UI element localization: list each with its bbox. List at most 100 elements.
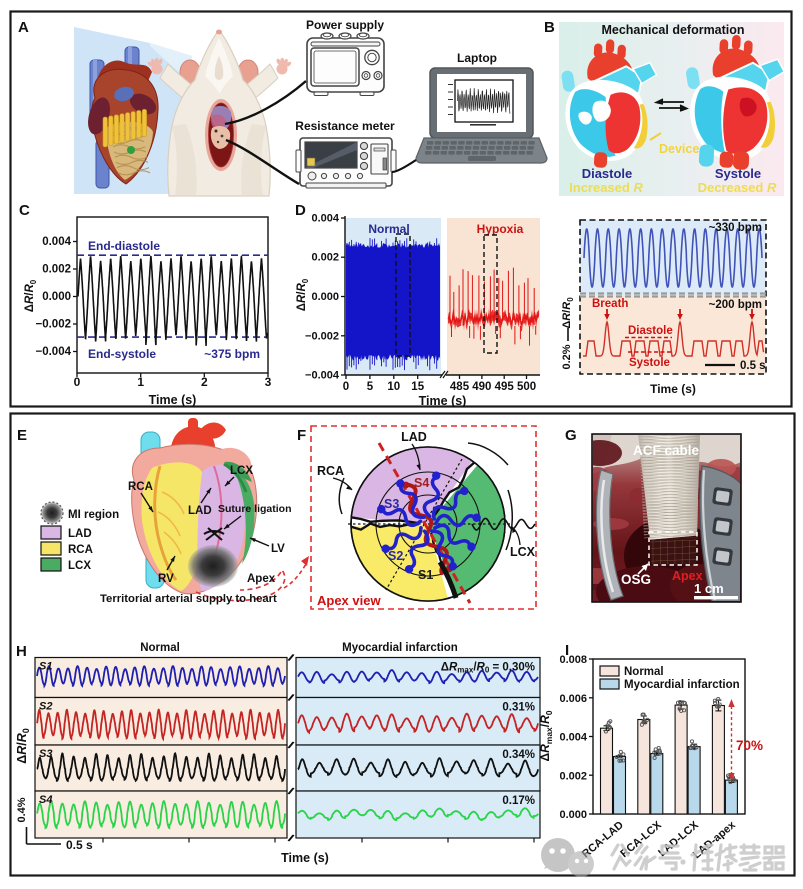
svg-text:0: 0 (74, 375, 81, 389)
svg-text:RCA: RCA (317, 464, 344, 478)
svg-text:Normal: Normal (624, 666, 664, 678)
svg-text:Power supply: Power supply (306, 18, 384, 32)
svg-text:ΔR/R0: ΔR/R0 (24, 279, 38, 312)
svg-text:0.006: 0.006 (559, 693, 587, 705)
svg-text:3: 3 (265, 375, 272, 389)
svg-text:5: 5 (367, 381, 374, 393)
svg-text:0.004: 0.004 (311, 213, 339, 225)
svg-text:Increased R: Increased R (569, 180, 643, 195)
svg-text:G: G (565, 427, 577, 444)
svg-text:ΔR/R0: ΔR/R0 (296, 278, 310, 311)
svg-text:Apex: Apex (672, 569, 703, 583)
svg-text:Apex view: Apex view (317, 593, 381, 608)
svg-text:MI region: MI region (68, 509, 119, 521)
svg-text:Time (s): Time (s) (281, 851, 329, 865)
svg-text:490: 490 (472, 381, 491, 393)
svg-text:0.004: 0.004 (559, 732, 587, 744)
svg-text:495: 495 (495, 381, 515, 393)
svg-text:RV: RV (158, 573, 174, 585)
svg-text:0.002: 0.002 (559, 770, 587, 782)
svg-text:LCX: LCX (230, 465, 253, 477)
svg-text:Systole: Systole (629, 357, 670, 369)
svg-text:0.004: 0.004 (42, 236, 71, 248)
svg-text:Territorial arterial supply to: Territorial arterial supply to heart (100, 593, 277, 605)
svg-text:E: E (17, 427, 27, 444)
svg-text:Mechanical deformation: Mechanical deformation (601, 23, 744, 37)
svg-text:−0.002: −0.002 (36, 319, 72, 331)
svg-text:Time (s): Time (s) (650, 382, 696, 396)
svg-text:Myocardial infarction: Myocardial infarction (624, 679, 740, 691)
svg-text:A: A (18, 19, 29, 36)
svg-text:F: F (297, 427, 306, 444)
svg-text:1 cm: 1 cm (694, 581, 724, 596)
svg-text:1: 1 (137, 375, 144, 389)
svg-text:15: 15 (411, 381, 424, 393)
svg-text:S3: S3 (39, 748, 52, 760)
svg-text:−0.004: −0.004 (305, 370, 340, 382)
svg-text:~375 bpm: ~375 bpm (204, 347, 260, 361)
svg-text:RCA: RCA (68, 544, 93, 556)
svg-text:500: 500 (517, 381, 536, 393)
svg-text:I: I (565, 642, 569, 659)
svg-text:0.002: 0.002 (311, 252, 339, 264)
svg-text:Suture ligation: Suture ligation (218, 503, 292, 515)
svg-text:Decreased R: Decreased R (698, 180, 777, 195)
svg-text:Diastole: Diastole (628, 325, 673, 337)
svg-text:LAD: LAD (401, 430, 427, 444)
svg-text:S4: S4 (414, 476, 429, 490)
svg-text:~330 bpm: ~330 bpm (709, 222, 762, 234)
svg-text:0.4%: 0.4% (16, 797, 28, 822)
svg-text:Normal: Normal (368, 222, 409, 236)
svg-text:10: 10 (387, 381, 400, 393)
svg-text:0.000: 0.000 (559, 809, 587, 821)
svg-text:End-systole: End-systole (88, 347, 156, 361)
svg-text:D: D (295, 202, 306, 219)
svg-text:0.2%: 0.2% (561, 344, 573, 369)
svg-text:LV: LV (271, 543, 285, 555)
svg-text:S4: S4 (39, 794, 52, 806)
svg-text:Systole: Systole (715, 166, 761, 181)
svg-text:Laptop: Laptop (457, 51, 497, 65)
svg-text:Myocardial infarction: Myocardial infarction (342, 642, 458, 654)
svg-text:ΔRmax/R0: ΔRmax/R0 (538, 710, 554, 761)
svg-text:S2: S2 (388, 549, 403, 563)
svg-text:2: 2 (201, 375, 208, 389)
svg-text:Normal: Normal (140, 642, 180, 654)
svg-text:C: C (19, 202, 30, 219)
svg-text:S1: S1 (418, 568, 433, 582)
svg-text:0: 0 (343, 381, 349, 393)
svg-text:Diastole: Diastole (582, 166, 633, 181)
svg-text:485: 485 (450, 381, 470, 393)
svg-text:LCX: LCX (510, 545, 536, 559)
svg-text:70%: 70% (736, 738, 763, 753)
svg-text:~200 bpm: ~200 bpm (709, 299, 762, 311)
svg-text:LAD: LAD (188, 505, 212, 517)
svg-text:0.5 s: 0.5 s (66, 838, 93, 852)
svg-text:ΔR/R0: ΔR/R0 (561, 297, 575, 329)
svg-text:0.008: 0.008 (559, 654, 587, 666)
svg-text:ΔR/R0: ΔR/R0 (15, 728, 31, 764)
svg-text:0.000: 0.000 (42, 291, 71, 303)
svg-text:OSG: OSG (621, 572, 651, 587)
svg-text:Resistance meter: Resistance meter (295, 119, 395, 133)
svg-text:Hypoxia: Hypoxia (477, 222, 524, 236)
svg-text:RCA: RCA (128, 481, 153, 493)
svg-text:ACF cable: ACF cable (633, 443, 700, 458)
svg-text:Breath: Breath (592, 298, 628, 310)
svg-text:Apex: Apex (247, 573, 276, 585)
svg-text:S3: S3 (384, 497, 399, 511)
svg-text:LCX: LCX (68, 560, 91, 572)
svg-text:LAD: LAD (68, 528, 92, 540)
svg-text:S1: S1 (39, 661, 52, 673)
svg-text:H: H (16, 643, 27, 660)
svg-text:0.34%: 0.34% (502, 749, 535, 761)
svg-text:B: B (544, 19, 555, 36)
svg-text:0.002: 0.002 (42, 264, 71, 276)
svg-text:End-diastole: End-diastole (88, 239, 160, 253)
svg-text:Device: Device (659, 142, 699, 156)
svg-text:ΔRmax/R0 = 0.30%: ΔRmax/R0 = 0.30% (441, 662, 535, 675)
svg-text:0.5 s: 0.5 s (740, 360, 766, 372)
svg-text:−0.002: −0.002 (305, 330, 339, 342)
svg-text:0.000: 0.000 (311, 291, 339, 303)
svg-text:Time (s): Time (s) (149, 393, 197, 407)
